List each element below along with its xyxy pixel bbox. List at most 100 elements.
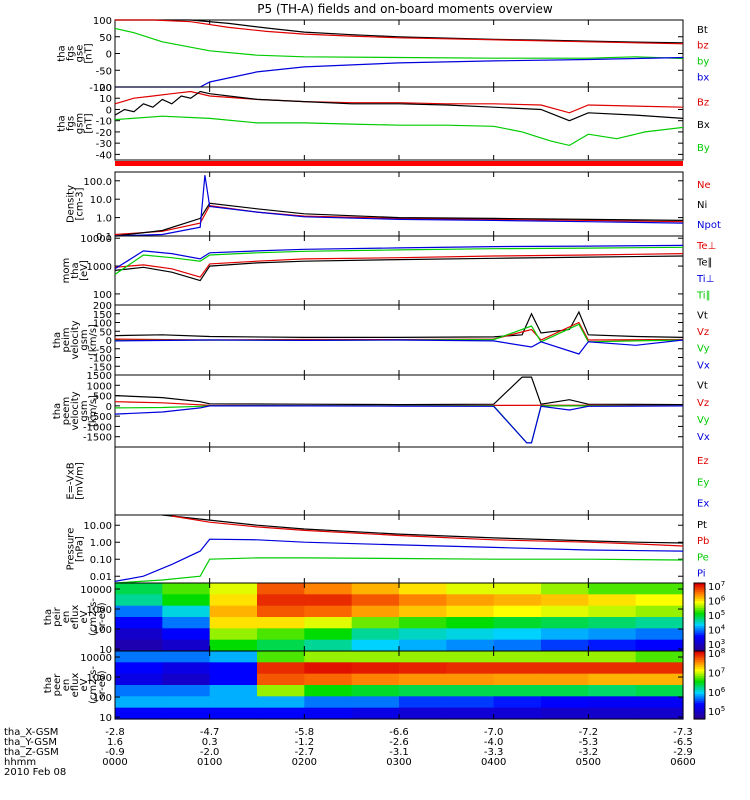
y-tick-label: 0.1 — [96, 232, 112, 243]
colorbar-segment — [694, 610, 705, 614]
y-axis-label: eflux — [70, 605, 81, 630]
heatmap-cell — [209, 662, 258, 675]
y-axis-label: gse — [75, 45, 86, 63]
heatmap-cell — [635, 662, 684, 675]
legend-Te∥: Te∥ — [696, 258, 713, 269]
colorbar-segment — [694, 601, 705, 604]
legend-Pi: Pi — [697, 569, 706, 580]
heatmap-cell — [493, 594, 542, 607]
colorbar-segment — [694, 641, 705, 645]
colorbar-segment — [694, 703, 705, 706]
y-axis-label: peim — [61, 327, 72, 352]
heatmap-cell — [493, 605, 542, 618]
heatmap-cell — [257, 605, 305, 618]
heatmap-cell — [115, 707, 163, 720]
heatmap-cell — [446, 662, 495, 675]
heatmap-cell — [541, 707, 589, 720]
y-axis-label: velocity — [70, 320, 81, 359]
colorbar-segment — [694, 583, 705, 586]
legend-bx: bx — [697, 73, 709, 84]
colorbar-segment — [694, 700, 705, 704]
y-tick-label: 1000 — [87, 381, 112, 392]
heatmap-cell — [446, 628, 495, 641]
panel-frame — [114, 446, 684, 516]
legend-Pe: Pe — [697, 552, 709, 563]
heatmap-cell — [588, 673, 637, 686]
colorbar-segment — [694, 644, 705, 648]
footer-value: -4.0 — [484, 737, 504, 748]
y-axis-label: tha — [52, 332, 63, 348]
y-tick-label: -100 — [89, 83, 112, 94]
heatmap-cell — [446, 673, 495, 686]
y-axis-label: tha — [57, 45, 68, 61]
y-tick-label: 0 — [106, 402, 112, 413]
colorbar-segment — [694, 698, 705, 702]
colorbar-segment — [694, 603, 705, 607]
series-Npot — [114, 175, 684, 237]
colorbar-segment — [694, 678, 705, 682]
series-Pb — [171, 515, 684, 547]
colorbar-segment — [694, 587, 705, 591]
panel-pressure: 10.00 1.00 0.10 0.01 Pressure[nPa] Pt Pb Pe Pi — [66, 514, 709, 584]
colorbar-segment — [694, 617, 705, 620]
heatmap-cell — [304, 583, 353, 595]
y-tick-label: 0 — [106, 105, 112, 116]
heatmap-cell — [115, 605, 163, 618]
heatmap-cell — [541, 617, 589, 629]
heatmap-cell — [541, 673, 589, 686]
heatmap-cell — [257, 639, 305, 652]
legend-Bx: Bx — [697, 120, 710, 131]
heatmap-cell — [635, 583, 684, 595]
legend-Ti⊥: Ti⊥ — [696, 274, 714, 285]
series-by — [114, 27, 684, 60]
heatmap-cell — [493, 628, 542, 641]
heatmap-cell — [209, 594, 258, 607]
heatmap-cell — [635, 639, 684, 652]
colorbar-segment — [694, 614, 705, 618]
heatmap-cell — [162, 628, 211, 641]
heatmap-cell — [304, 662, 353, 675]
y-tick-label: 1.00 — [90, 538, 112, 549]
heatmap-cell — [209, 673, 258, 686]
footer-value: 0500 — [576, 757, 601, 768]
colorbar-segment — [694, 653, 705, 657]
y-axis-label: sr-eV) — [97, 602, 108, 631]
heatmap-cell — [257, 594, 305, 607]
chart-title: P5 (TH-A) fields and on-board moments ov… — [257, 2, 553, 16]
heatmap-cell — [209, 707, 258, 720]
colorbar-segment — [694, 707, 705, 711]
colorbar-segment — [694, 596, 705, 600]
heatmap-cell — [257, 707, 305, 720]
colorbar-segment — [694, 680, 705, 684]
heatmap-cell — [351, 685, 400, 697]
legend-Pb: Pb — [697, 536, 709, 547]
footer-value: -3.3 — [484, 747, 504, 758]
heatmap-cell — [493, 583, 542, 595]
heatmap-cell — [493, 673, 542, 686]
colorbar-tick-label: 107 — [708, 666, 725, 679]
heatmap-cell — [588, 696, 637, 709]
footer-value: -2.8 — [105, 727, 125, 738]
heatmap-cell — [446, 696, 495, 709]
heatmap-cell — [257, 673, 305, 686]
heatmap-cell — [399, 594, 447, 607]
heatmap-cell — [446, 639, 495, 652]
panel-electron_spectrogram: 108 107 106 105 10000 1000 100 10 thapeereneflux… — [43, 647, 726, 724]
heatmap-cell — [304, 594, 353, 607]
y-tick-label: 100 — [93, 693, 112, 704]
heatmap-cell — [493, 651, 542, 663]
heatmap-cell — [162, 617, 211, 629]
footer-value: 0300 — [386, 757, 411, 768]
heatmap-cell — [635, 685, 684, 697]
heatmap-cell — [351, 594, 400, 607]
footer-value: -0.9 — [105, 747, 125, 758]
colorbar-segment — [694, 687, 705, 691]
legend-Te⊥: Te⊥ — [696, 241, 716, 252]
heatmap-cell — [115, 639, 163, 652]
y-tick-label: 20 — [99, 83, 112, 94]
y-axis-label: tha — [70, 262, 81, 278]
colorbar-segment — [694, 675, 705, 679]
heatmap-cell — [257, 696, 305, 709]
